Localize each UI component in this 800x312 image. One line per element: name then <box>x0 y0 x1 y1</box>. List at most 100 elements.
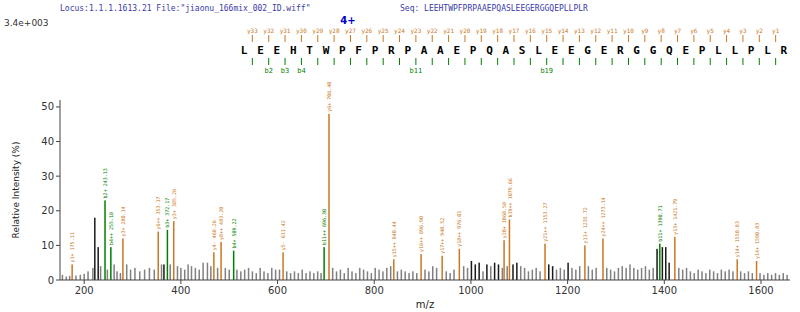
b-ion-tick <box>448 58 449 65</box>
peak <box>502 268 504 280</box>
peak <box>404 271 406 280</box>
residue: E <box>453 44 460 57</box>
peak <box>732 271 734 280</box>
residue: P <box>339 44 346 57</box>
peak <box>198 270 200 280</box>
x-tick-label: 1400 <box>652 285 677 296</box>
peak <box>736 259 738 280</box>
y-tick-label: 0 <box>48 275 54 286</box>
residue: E <box>552 44 559 57</box>
peak <box>374 268 376 280</box>
peak <box>588 266 590 280</box>
peak <box>100 266 102 280</box>
peak <box>210 266 212 280</box>
peak <box>544 244 546 280</box>
peak <box>87 271 89 280</box>
peak <box>548 264 550 280</box>
residue: L <box>535 44 542 57</box>
peak <box>498 264 500 280</box>
peak <box>301 270 303 280</box>
x-tick <box>567 280 568 284</box>
y-ion-tick <box>677 35 678 42</box>
b-ion-tick <box>579 58 580 65</box>
peak <box>195 268 197 280</box>
peak <box>282 252 284 280</box>
peaks <box>62 114 788 280</box>
residue: L <box>241 44 248 57</box>
peak <box>259 268 261 280</box>
peak <box>449 273 451 280</box>
peak <box>271 268 273 280</box>
peak <box>618 268 620 280</box>
peak <box>428 271 430 280</box>
peak <box>453 270 455 280</box>
y-ion-label: y24 <box>394 27 405 35</box>
peak-label: y13+ 1421.79 <box>672 199 679 235</box>
peak-label: b4+ 509.22 <box>231 218 237 248</box>
y-ion-label: y7 <box>674 27 682 35</box>
x-tick-label: 600 <box>268 285 287 296</box>
peak <box>584 245 586 280</box>
b-ion-tick <box>415 58 416 65</box>
peak <box>744 273 746 280</box>
peak <box>120 273 122 280</box>
b-ion-tick <box>710 58 711 65</box>
peak <box>705 273 707 280</box>
peak <box>575 270 577 280</box>
peak <box>690 271 692 280</box>
b-ion-tick <box>464 58 465 65</box>
peak <box>139 271 141 280</box>
residue: P <box>372 44 379 57</box>
peak <box>771 275 773 280</box>
y-tick <box>56 210 60 211</box>
peak <box>336 271 338 280</box>
peak-label: y3+ 280.14 <box>120 206 127 236</box>
peak <box>509 219 511 280</box>
peak-label: b4++ 255.18 <box>108 212 114 245</box>
peak <box>668 263 670 280</box>
peak-label: y17++ 940.52 <box>439 218 446 254</box>
peak <box>344 273 346 280</box>
x-axis-label: m/z <box>416 299 434 310</box>
peak <box>756 261 758 280</box>
peak-label: y6+ 706.40 <box>326 82 333 112</box>
y-ion-label: y17 <box>509 27 520 35</box>
y-ion-label: y1 <box>772 27 780 35</box>
x-tick <box>277 280 278 284</box>
peak <box>184 270 186 280</box>
peak <box>94 218 96 280</box>
y-ion-label: y22 <box>427 27 438 35</box>
peak <box>393 259 395 280</box>
peak <box>401 270 403 280</box>
y-ion-label: y9 <box>641 27 649 35</box>
peak <box>75 276 77 281</box>
y-ion-tick <box>693 35 694 42</box>
y-ion-label: y10 <box>623 27 634 35</box>
peak <box>263 271 265 280</box>
peak <box>309 271 311 280</box>
b-ion-tick <box>252 58 253 65</box>
peak-label: b2+ 243.13 <box>102 168 108 198</box>
b-ion-tick <box>775 58 776 65</box>
peak <box>256 273 257 280</box>
y-tick-label: 40 <box>41 136 54 147</box>
y-ion-label: y29 <box>312 27 323 35</box>
peak-label: y18++ 976.01 <box>456 211 463 247</box>
y-ion-tick <box>759 35 760 42</box>
peak <box>614 271 616 280</box>
peak-label: y15++ 840.44 <box>391 221 398 257</box>
residue: F <box>355 44 362 57</box>
peak <box>779 275 781 280</box>
peak <box>240 271 242 280</box>
peak-label: y3+ 385.26 <box>171 189 178 219</box>
peak <box>694 273 696 280</box>
peak <box>767 273 769 280</box>
y-ion-tick <box>481 35 482 42</box>
residue: E <box>274 44 281 57</box>
peak <box>169 264 171 280</box>
b-ion-tick <box>759 58 760 65</box>
y-ion-label: y3 <box>739 27 747 35</box>
b-ion-tick <box>268 58 269 65</box>
y-ion-tick <box>546 35 547 42</box>
peak <box>595 268 597 280</box>
